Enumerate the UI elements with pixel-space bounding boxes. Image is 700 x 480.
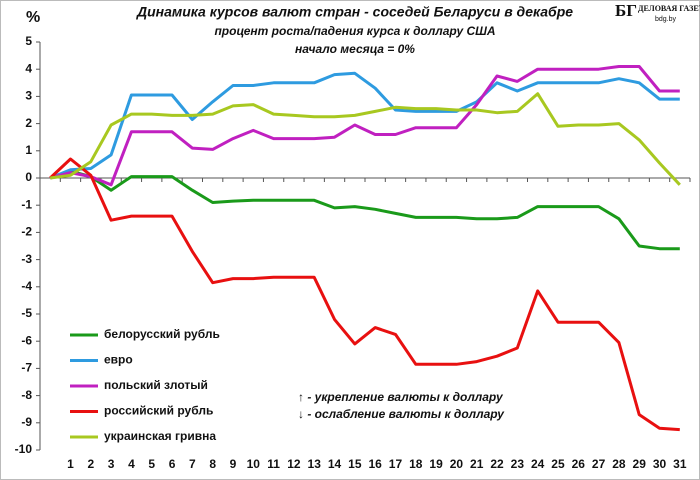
y-tick-label: 2 <box>25 116 32 130</box>
x-tick-label: 5 <box>148 457 155 471</box>
x-tick-label: 20 <box>450 457 464 471</box>
x-tick-label: 31 <box>673 457 687 471</box>
y-tick-label: -1 <box>21 197 32 211</box>
series-line <box>49 71 680 180</box>
y-tick-label: -7 <box>21 361 32 375</box>
series-line <box>49 157 680 432</box>
chart-subtitle: начало месяца = 0% <box>295 42 415 56</box>
x-tick-label: 26 <box>572 457 586 471</box>
x-tick-label: 9 <box>230 457 237 471</box>
annotation: ↑ - укрепление валюты к доллару <box>298 390 504 404</box>
y-tick-label: 5 <box>25 34 32 48</box>
y-axis-label: % <box>26 9 40 26</box>
x-tick-label: 2 <box>87 457 94 471</box>
x-tick-label: 30 <box>653 457 667 471</box>
y-tick-label: -9 <box>21 415 32 429</box>
x-tick-label: 27 <box>592 457 606 471</box>
y-tick-label: -5 <box>21 306 32 320</box>
legend-label: евро <box>104 353 133 367</box>
x-tick-label: 15 <box>348 457 362 471</box>
series-line <box>49 169 680 251</box>
x-tick-label: 21 <box>470 457 484 471</box>
y-tick-label: 0 <box>25 170 32 184</box>
logo-name: ДЕЛОВАЯ ГАЗЕТА <box>638 4 700 13</box>
legend-label: украинская гривна <box>104 429 216 443</box>
x-tick-label: 4 <box>128 457 135 471</box>
x-tick-label: 22 <box>490 457 504 471</box>
x-tick-label: 1 <box>67 457 74 471</box>
y-tick-label: -8 <box>21 388 32 402</box>
series-line <box>49 65 680 187</box>
x-tick-label: 14 <box>328 457 342 471</box>
x-tick-label: 28 <box>612 457 626 471</box>
y-tick-label: 4 <box>25 61 32 75</box>
x-tick-label: 23 <box>511 457 525 471</box>
logo-site: bdg.by <box>655 16 677 23</box>
x-tick-label: 19 <box>429 457 443 471</box>
x-tick-label: 8 <box>209 457 216 471</box>
y-tick-label: 1 <box>25 143 32 157</box>
logo: БГ <box>615 1 637 20</box>
y-tick-label: -2 <box>21 225 32 239</box>
x-tick-label: 3 <box>108 457 115 471</box>
x-tick-label: 13 <box>308 457 322 471</box>
x-tick-label: 24 <box>531 457 545 471</box>
x-tick-label: 11 <box>267 457 280 471</box>
y-tick-label: -4 <box>21 279 32 293</box>
x-tick-label: 16 <box>368 457 382 471</box>
x-tick-label: 7 <box>189 457 196 471</box>
legend-label: российский рубль <box>104 404 213 418</box>
series-line <box>50 92 681 186</box>
y-tick-label: -3 <box>21 252 32 266</box>
chart-subtitle: процент роста/падения курса к доллару СШ… <box>214 24 495 38</box>
x-tick-label: 17 <box>389 457 403 471</box>
annotation: ↓ - ослабление валюты к доллару <box>298 407 505 421</box>
y-tick-label: -10 <box>15 442 33 456</box>
y-tick-label: 3 <box>25 89 32 103</box>
x-tick-label: 18 <box>409 457 423 471</box>
x-tick-label: 12 <box>287 457 301 471</box>
x-tick-label: 6 <box>169 457 176 471</box>
chart-title: Динамика курсов валют стран - соседей Бе… <box>136 4 573 20</box>
x-tick-label: 29 <box>633 457 647 471</box>
legend-label: польский злотый <box>104 378 208 392</box>
x-tick-label: 10 <box>247 457 261 471</box>
y-tick-label: -6 <box>21 333 32 347</box>
x-tick-label: 25 <box>551 457 565 471</box>
legend-label: белорусский рубль <box>104 327 220 341</box>
